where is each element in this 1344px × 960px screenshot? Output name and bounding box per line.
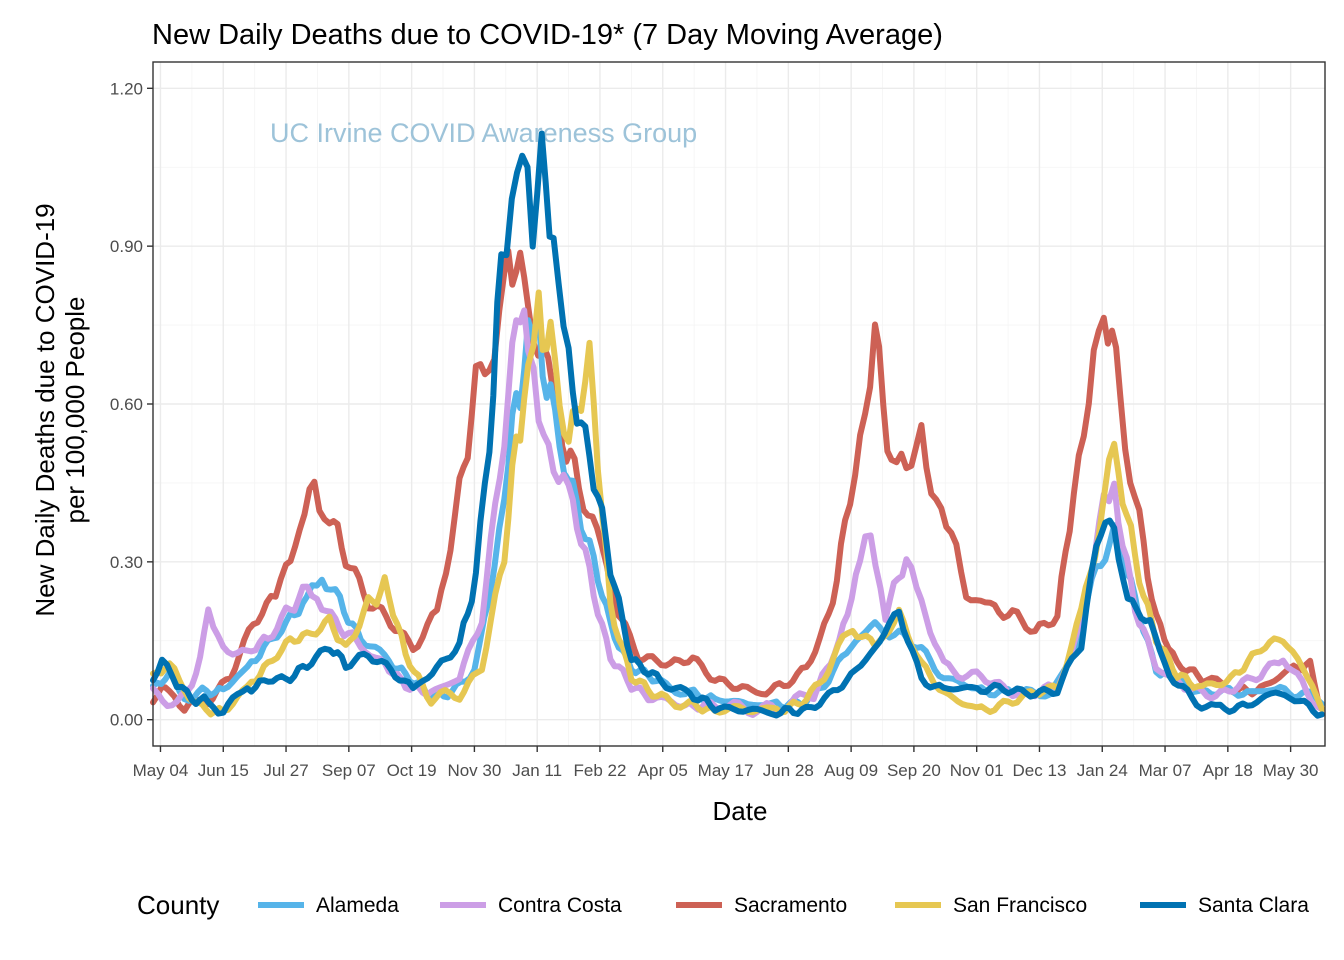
chart-title: New Daily Deaths due to COVID-19* (7 Day… bbox=[152, 19, 943, 51]
x-tick-label: Mar 07 bbox=[1139, 761, 1192, 780]
legend-title: County bbox=[137, 890, 219, 920]
y-axis: 0.00 0.30 0.60 0.90 1.20 bbox=[110, 79, 153, 730]
y-axis-title-line1: New Daily Deaths due to COVID-19 bbox=[30, 203, 60, 616]
x-tick-label: May 04 bbox=[133, 761, 189, 780]
x-tick-label: Oct 19 bbox=[387, 761, 437, 780]
legend-label: Alameda bbox=[316, 894, 399, 917]
x-tick-label: Apr 18 bbox=[1203, 761, 1253, 780]
x-axis-title: Date bbox=[713, 796, 768, 826]
series-line-san-francisco bbox=[150, 289, 1325, 718]
x-tick-label: Sep 07 bbox=[322, 761, 376, 780]
watermark: UC Irvine COVID Awareness Group bbox=[270, 118, 697, 148]
x-tick-label: Jun 15 bbox=[198, 761, 249, 780]
legend-label: San Francisco bbox=[953, 894, 1087, 917]
x-tick-label: May 17 bbox=[698, 761, 754, 780]
x-tick-label: Jan 24 bbox=[1077, 761, 1128, 780]
legend: County Alameda Contra Costa Sacramento San … bbox=[137, 890, 1309, 920]
x-tick-label: Feb 22 bbox=[574, 761, 627, 780]
series-line-contra-costa bbox=[150, 307, 1325, 718]
legend-label: Sacramento bbox=[734, 894, 847, 917]
series-line-sacramento bbox=[150, 248, 1325, 714]
x-tick-label: Jun 28 bbox=[763, 761, 814, 780]
x-axis: May 04 Jun 15 Jul 27 Sep 07 Oct 19 Nov 30 Jan … bbox=[133, 746, 1319, 780]
legend-label: Contra Costa bbox=[498, 894, 622, 917]
y-tick-label: 0.30 bbox=[110, 553, 143, 572]
x-tick-label: Aug 09 bbox=[824, 761, 878, 780]
x-tick-label: Jan 11 bbox=[512, 761, 562, 780]
x-tick-label: Jul 27 bbox=[263, 761, 308, 780]
x-tick-label: Apr 05 bbox=[638, 761, 688, 780]
y-tick-label: 0.60 bbox=[110, 395, 143, 414]
x-tick-label: Sep 20 bbox=[887, 761, 941, 780]
series-lines bbox=[150, 130, 1325, 719]
x-tick-label: Dec 13 bbox=[1013, 761, 1067, 780]
series-line-santa-clara bbox=[150, 130, 1325, 719]
y-tick-label: 0.90 bbox=[110, 237, 143, 256]
y-tick-label: 1.20 bbox=[110, 79, 143, 98]
y-axis-title-line2: per 100,000 People bbox=[60, 297, 90, 524]
x-tick-label: May 30 bbox=[1263, 761, 1319, 780]
x-tick-label: Nov 01 bbox=[950, 761, 1004, 780]
x-tick-label: Nov 30 bbox=[447, 761, 501, 780]
legend-label: Santa Clara bbox=[1198, 894, 1309, 917]
y-tick-label: 0.00 bbox=[110, 711, 143, 730]
